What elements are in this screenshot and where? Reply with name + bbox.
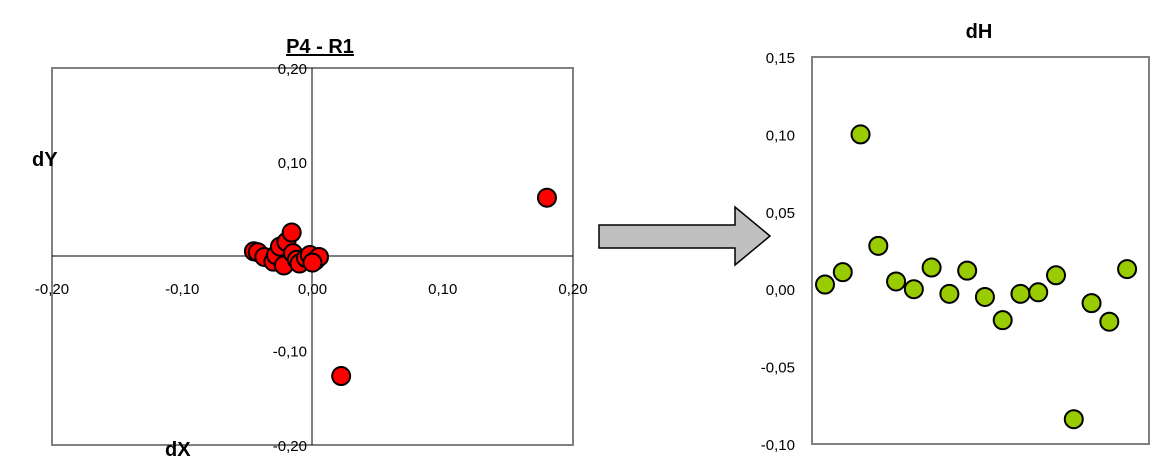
- data-point: [939, 283, 960, 304]
- data-point: [536, 187, 557, 208]
- x-tick-label: -0,20: [35, 281, 69, 298]
- data-point: [903, 279, 924, 300]
- data-point: [868, 235, 889, 256]
- x-tick-label: 0,20: [558, 281, 587, 298]
- y-tick-label: 0,15: [766, 50, 795, 67]
- right-tick-labels: 0,15 0,10 0,05 0,00 -0,05 -0,10: [761, 50, 795, 454]
- data-point: [886, 271, 907, 292]
- arrow-icon: [598, 205, 772, 267]
- data-point: [957, 260, 978, 281]
- data-point: [331, 366, 352, 387]
- right-chart-title: dH: [966, 21, 993, 43]
- right-plot-area: [811, 56, 1150, 445]
- x-axis-title: dX: [165, 439, 191, 459]
- data-point: [832, 262, 853, 283]
- y-tick-label: 0,20: [278, 61, 307, 78]
- data-point: [974, 286, 995, 307]
- scatter-chart-dx-dy: P4 - R1 dY dX -0,20 -0,10 0,00 0,10 0,20 0,20…: [32, 36, 588, 459]
- data-point: [921, 257, 942, 278]
- y-tick-label: -0,20: [273, 438, 307, 455]
- data-point: [1099, 311, 1120, 332]
- y-tick-label: -0,05: [761, 360, 795, 377]
- data-point: [992, 310, 1013, 331]
- x-tick-label: 0,00: [298, 281, 327, 298]
- x-tick-label: 0,10: [428, 281, 457, 298]
- left-data-points: [243, 187, 557, 387]
- y-axis-title: dY: [32, 149, 58, 171]
- data-point: [850, 124, 871, 145]
- data-point: [1010, 283, 1031, 304]
- left-chart-title: P4 - R1: [286, 36, 354, 58]
- y-tick-label: -0,10: [761, 437, 795, 454]
- data-point: [281, 222, 302, 243]
- data-point: [302, 252, 323, 273]
- x-tick-label: -0,10: [165, 281, 199, 298]
- data-point: [1081, 293, 1102, 314]
- y-tick-label: -0,10: [273, 344, 307, 361]
- data-point: [1046, 265, 1067, 286]
- data-point: [815, 274, 835, 295]
- scatter-chart-dh: dH 0,15 0,10 0,05 0,00 -0,05 -0,10: [761, 21, 1150, 454]
- data-point: [1117, 259, 1138, 280]
- y-tick-label: 0,10: [278, 155, 307, 172]
- right-data-points: [815, 124, 1138, 430]
- y-tick-label: 0,00: [766, 282, 795, 299]
- y-tick-label: 0,10: [766, 127, 795, 144]
- y-tick-label: 0,05: [766, 205, 795, 222]
- data-point: [1028, 282, 1049, 303]
- left-tick-labels: -0,20 -0,10 0,00 0,10 0,20 0,20 0,10 -0,10 -0,20: [35, 61, 588, 455]
- data-point: [1063, 409, 1084, 430]
